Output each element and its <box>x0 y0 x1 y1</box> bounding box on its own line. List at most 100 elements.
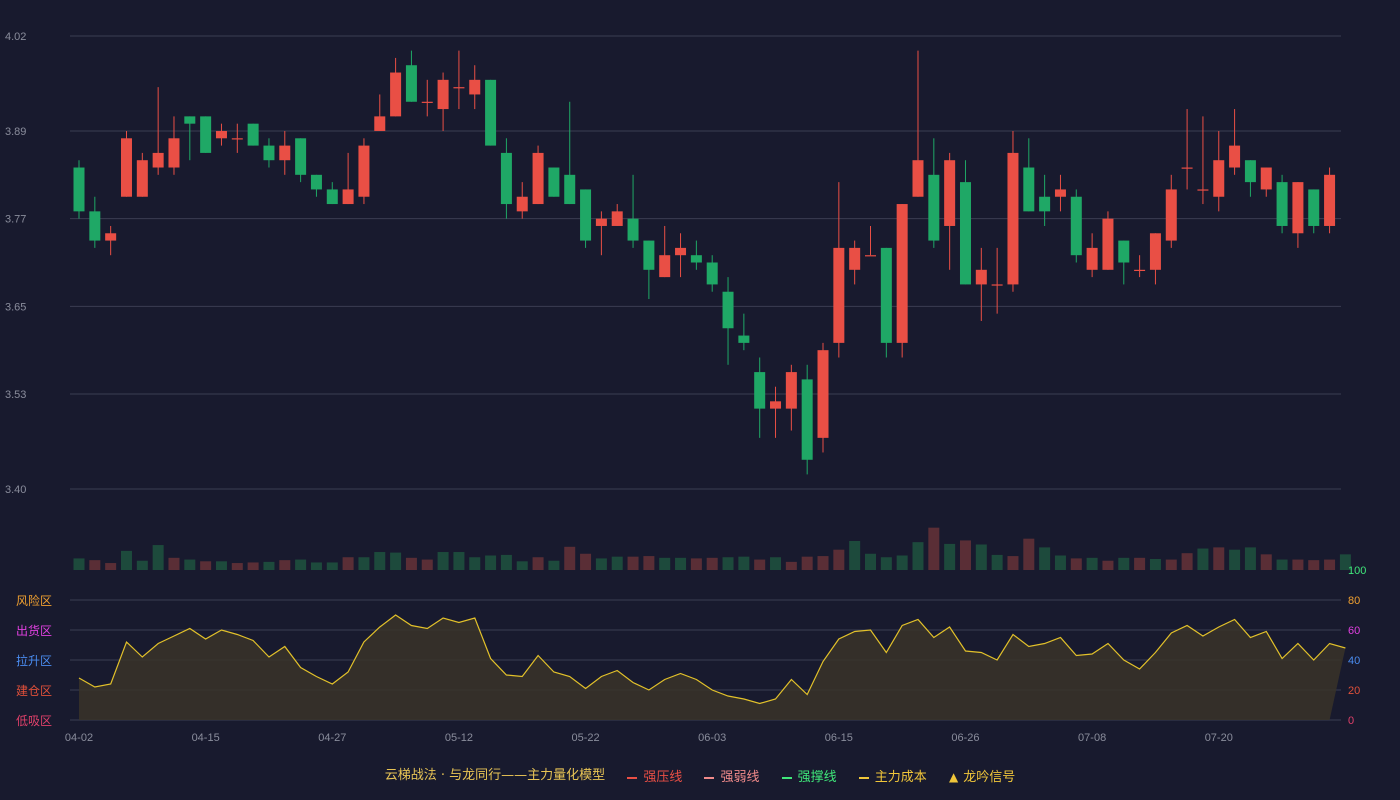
candle <box>295 138 307 183</box>
volume-bar <box>912 542 924 570</box>
candle-body <box>912 160 924 197</box>
candle <box>754 357 766 438</box>
volume-bar <box>959 540 971 570</box>
candle-body <box>1308 189 1320 226</box>
candle-body <box>469 79 481 95</box>
candle <box>73 160 85 219</box>
legend-swatch <box>781 776 792 779</box>
indicator-tick-label: 100 <box>1348 565 1366 577</box>
x-tick-label: 04-02 <box>65 732 93 744</box>
volume-bar <box>1339 554 1351 570</box>
candle <box>865 225 876 257</box>
volume-bar <box>944 543 956 570</box>
y-tick-label: 3.77 <box>5 214 26 226</box>
legend-label: 强撑线 <box>797 770 837 785</box>
candle <box>1054 174 1066 212</box>
volume-bar <box>817 556 829 570</box>
volume-bar <box>1324 559 1336 570</box>
candle <box>959 160 971 285</box>
indicator-area <box>79 615 1346 720</box>
legend-item-main-cost[interactable]: 主力成本 <box>858 766 927 785</box>
volume-bar <box>595 558 607 570</box>
candle-body <box>722 291 734 329</box>
x-tick-label: 06-03 <box>698 732 726 744</box>
candle <box>928 138 940 248</box>
candle <box>231 123 243 153</box>
candle <box>1023 138 1035 212</box>
candle <box>152 87 164 175</box>
candle <box>1213 130 1225 212</box>
candle <box>1102 211 1114 270</box>
volume-bar <box>580 553 592 570</box>
volume-bar <box>263 561 275 570</box>
legend-item-resistance[interactable]: 强压线 <box>627 766 682 785</box>
candle-body <box>1102 218 1114 270</box>
volume-bar <box>738 556 750 570</box>
candle-body <box>643 240 655 270</box>
candle <box>595 211 607 256</box>
volume-bar <box>1070 558 1082 570</box>
volume-bar <box>184 559 196 570</box>
volume-bar <box>1086 557 1098 570</box>
candle-body <box>89 211 101 241</box>
candle-body <box>1054 189 1066 197</box>
candle <box>659 225 671 278</box>
candle <box>453 50 465 110</box>
candle-body <box>390 72 402 117</box>
candle-body <box>817 350 829 438</box>
candle-body <box>437 79 449 110</box>
candle-body <box>421 101 433 103</box>
candle <box>1165 174 1177 248</box>
legend-item-strength[interactable]: 强弱线 <box>704 766 760 785</box>
zone-label: 建仓区 <box>16 684 52 698</box>
legend-item-support[interactable]: 强撑线 <box>781 766 837 785</box>
candle-body <box>1181 167 1193 169</box>
legend-caption: 云梯战法 · 与龙同行——主力量化模型 <box>384 768 606 783</box>
candle <box>1276 174 1288 234</box>
candle-body <box>833 247 845 343</box>
volume-bar <box>437 552 449 570</box>
volume-bar <box>643 556 655 570</box>
volume-bars <box>73 527 1351 570</box>
candle <box>1118 240 1130 285</box>
volume-bar <box>453 552 465 570</box>
candle-body <box>152 152 164 168</box>
candle <box>896 204 908 358</box>
volume-bar <box>1023 538 1035 570</box>
date-axis: 04-02 04-15 04-27 05-12 05-22 06-03 06-15 06-26… <box>65 732 1233 744</box>
candle <box>469 65 481 110</box>
candle-body <box>342 189 354 205</box>
candle-body <box>1213 160 1225 197</box>
candle-body <box>73 167 85 212</box>
candle-body <box>453 87 465 89</box>
candle-body <box>1229 145 1241 168</box>
triangle-icon: ▲ <box>948 770 959 784</box>
candle-body <box>1039 196 1051 212</box>
volume-bar <box>1260 554 1272 570</box>
volume-bar <box>690 558 702 570</box>
candle-body <box>136 160 148 197</box>
candle <box>548 167 560 197</box>
candle <box>1007 130 1019 292</box>
zone-label: 低吸区 <box>16 714 52 728</box>
candle-body <box>279 145 291 161</box>
candle-body <box>580 189 592 241</box>
candle-body <box>105 233 117 241</box>
candle-body <box>1292 182 1304 234</box>
zone-label: 风险区 <box>16 593 52 608</box>
y-tick-label: 4.02 <box>5 31 26 43</box>
legend-item-signal[interactable]: ▲ 龙吟信号 <box>949 766 1015 785</box>
x-tick-label: 04-15 <box>192 732 220 744</box>
candle-body <box>991 284 1003 286</box>
volume-bar <box>89 560 101 570</box>
candle <box>358 138 370 205</box>
candle <box>880 247 892 358</box>
candle-body <box>485 79 497 146</box>
legend: 云梯战法 · 与龙同行——主力量化模型 强压线 强弱线 强撑线 主力成本 ▲ 龙吟… <box>0 764 1400 785</box>
x-tick-label: 07-20 <box>1205 732 1233 744</box>
volume-bar <box>770 557 782 570</box>
candle <box>564 101 576 205</box>
volume-bar <box>152 545 164 570</box>
candle-body <box>959 182 971 285</box>
